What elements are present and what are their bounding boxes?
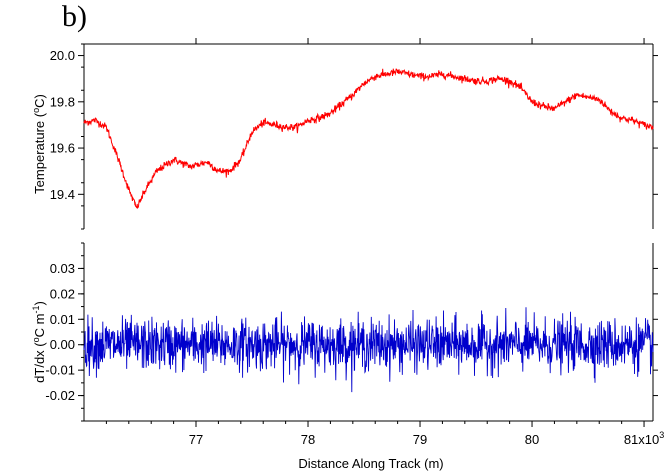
temperature-y-axis-label: Temperature (oC) [31,94,47,194]
gradient-y-axis-label: dT/dx (oC m-1) [31,301,47,383]
gradient-series-line [83,307,654,393]
gradient-y-tick-label: 0.03 [50,261,75,276]
distance-x-axis-label: Distance Along Track (m) [298,456,443,471]
temperature-axes-frame [83,43,654,229]
gradient-y-tick-label: 0.02 [50,286,75,301]
gradient-x-tick-label: 81x103 [624,430,664,447]
panel-label: b) [62,0,87,33]
gradient-x-tick-label: 80 [525,432,539,447]
temperature-series-line [83,68,654,209]
gradient-y-tick-label: -0.02 [45,388,75,403]
gradient-x-ticks: 77 78 79 80 81x103 [105,421,664,447]
gradient-y-tick-label: -0.01 [45,363,75,378]
gradient-x-tick-label: 79 [413,432,427,447]
gradient-y-tick-label: 0.00 [50,337,75,352]
gradient-x-tick-label: 78 [301,432,315,447]
gradient-y-tick-label: 0.01 [50,312,75,327]
temperature-y-tick-label: 19.8 [50,94,75,109]
temperature-panel: 19.4 19.6 19.8 20.0 Temperature (oC) [31,38,658,230]
temperature-y-tick-label: 19.6 [50,141,75,156]
gradient-y-ticks: -0.02 -0.01 0.00 0.01 0.02 0.03 [45,242,658,422]
temperature-y-ticks: 19.4 19.6 19.8 20.0 [50,43,658,230]
gradient-panel: -0.02 -0.01 0.00 0.01 0.02 0.03 77 78 79 80 81x10… [31,242,664,471]
gradient-x-tick-label: 77 [189,432,203,447]
temperature-y-tick-label: 19.4 [50,187,75,202]
temperature-y-tick-label: 20.0 [50,48,75,63]
temperature-top-ticks [195,38,645,44]
